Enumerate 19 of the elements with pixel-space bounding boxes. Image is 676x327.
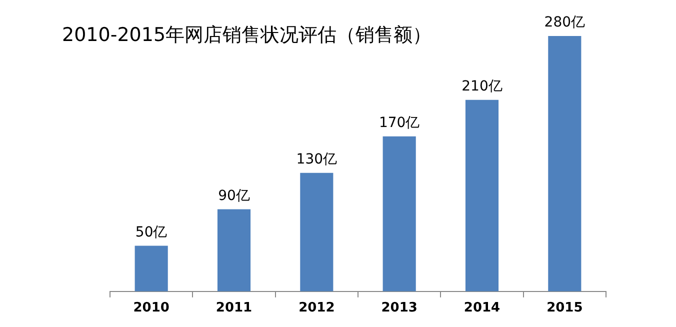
x-tick-label: 2010 (133, 300, 170, 316)
data-label: 50亿 (135, 224, 168, 240)
data-label: 130亿 (296, 151, 338, 168)
bar (548, 36, 582, 292)
x-tick-label: 2015 (546, 300, 583, 316)
bar (382, 136, 416, 292)
data-label: 170亿 (378, 114, 420, 131)
data-label: 210亿 (462, 78, 502, 94)
bar (217, 209, 251, 292)
x-tick-label: 2013 (381, 300, 418, 316)
data-label: 280亿 (544, 14, 586, 31)
chart-title: 2010-2015年网店销售状况评估（销售额） (62, 23, 432, 48)
bar (134, 246, 168, 292)
data-label: 90亿 (218, 188, 250, 204)
bar (465, 100, 499, 292)
x-tick-label: 2014 (464, 300, 500, 316)
x-tick-label: 2011 (216, 300, 252, 316)
bar (300, 172, 334, 292)
x-tick-label: 2012 (298, 300, 335, 316)
